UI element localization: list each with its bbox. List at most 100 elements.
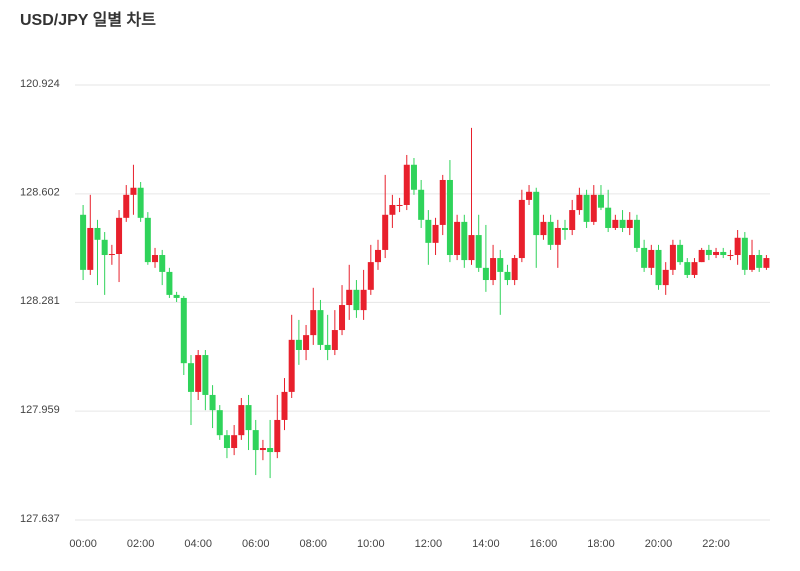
candle-body: [116, 217, 123, 254]
candle-body: [705, 249, 712, 256]
candle-body: [713, 251, 720, 256]
candle-body: [108, 253, 115, 256]
candle-body: [101, 239, 108, 256]
candle-body: [669, 244, 676, 270]
candle-body: [166, 271, 173, 295]
candle-body: [252, 430, 259, 451]
candle-body: [482, 267, 489, 281]
candle-body: [346, 289, 353, 306]
candle-body: [691, 262, 698, 275]
candle-body: [454, 221, 461, 256]
candle-body: [727, 255, 734, 257]
candle-body: [576, 194, 583, 211]
candle-body: [288, 339, 295, 392]
candle-body: [382, 214, 389, 250]
candle-body: [367, 262, 374, 290]
candle-body: [741, 237, 748, 270]
candle-body: [410, 164, 417, 190]
candle-body: [259, 448, 266, 451]
candle-body: [648, 249, 655, 268]
candle-body: [425, 219, 432, 243]
candle-body: [274, 419, 281, 453]
y-tick-label: 127.959: [20, 404, 60, 416]
candle-body: [511, 258, 518, 281]
candle-body: [324, 344, 331, 350]
candle-body: [339, 305, 346, 331]
candle-body: [641, 247, 648, 268]
candle-body: [123, 194, 130, 218]
candle-body: [619, 219, 626, 228]
candle-body: [152, 255, 159, 263]
candle-body: [439, 179, 446, 225]
candle-body: [554, 227, 561, 245]
candle-body: [317, 310, 324, 345]
candle-body: [418, 189, 425, 220]
candle-body: [216, 410, 223, 436]
candle-body: [562, 227, 569, 230]
candle-body: [180, 297, 187, 364]
x-tick-label: 02:00: [127, 538, 155, 550]
candle-body: [518, 199, 525, 259]
candle-body: [684, 262, 691, 275]
candle-body: [662, 269, 669, 286]
y-tick-label: 128.281: [20, 295, 60, 307]
x-tick-label: 14:00: [472, 538, 500, 550]
candle-body: [605, 207, 612, 228]
chart-title: USD/JPY 일별 차트: [20, 11, 156, 29]
x-tick-label: 10:00: [357, 538, 385, 550]
x-tick-label: 18:00: [587, 538, 615, 550]
candle-body: [583, 194, 590, 222]
candle-body: [310, 310, 317, 336]
candle-body: [633, 219, 640, 248]
candle-body: [173, 294, 180, 298]
candle-body: [94, 227, 101, 240]
candle-body: [756, 255, 763, 268]
y-tick-label: 127.637: [20, 513, 60, 525]
candle-body: [303, 335, 310, 350]
candle-body: [446, 179, 453, 256]
x-tick-label: 20:00: [645, 538, 673, 550]
candle-body: [80, 214, 87, 270]
candle-body: [159, 255, 166, 272]
candle-body: [267, 448, 274, 453]
candle-body: [569, 210, 576, 230]
candle-body: [533, 191, 540, 236]
candle-body: [87, 227, 94, 270]
candle-body: [475, 235, 482, 268]
candle-body: [360, 289, 367, 311]
candle-body: [396, 204, 403, 206]
candle-body: [295, 339, 302, 350]
candle-body: [526, 191, 533, 200]
candle-body: [195, 355, 202, 392]
candle-body: [468, 235, 475, 261]
x-tick-label: 22:00: [702, 538, 730, 550]
x-tick-label: 04:00: [184, 538, 212, 550]
x-tick-label: 06:00: [242, 538, 270, 550]
candle-body: [655, 249, 662, 286]
x-tick-label: 08:00: [299, 538, 327, 550]
candle-body: [223, 435, 230, 449]
y-tick-label: 128.602: [20, 187, 60, 199]
candle-body: [490, 258, 497, 281]
candle-body: [245, 405, 252, 431]
candle-body: [540, 221, 547, 236]
candle-body: [504, 271, 511, 281]
candle-body: [720, 251, 727, 256]
candle-body: [281, 391, 288, 420]
candle-body: [331, 330, 338, 350]
candle-body: [202, 355, 209, 395]
candle-body: [497, 258, 504, 272]
candle-body: [231, 435, 238, 449]
candle-body: [597, 194, 604, 208]
candle-body: [389, 204, 396, 215]
candle-body: [626, 219, 633, 228]
candle-body: [461, 221, 468, 261]
x-tick-label: 00:00: [69, 538, 97, 550]
candle-body: [590, 194, 597, 222]
candle-body: [698, 249, 705, 263]
candle-body: [209, 394, 216, 411]
candle-body: [677, 244, 684, 263]
candle-body: [734, 237, 741, 256]
candle-body: [130, 187, 137, 195]
